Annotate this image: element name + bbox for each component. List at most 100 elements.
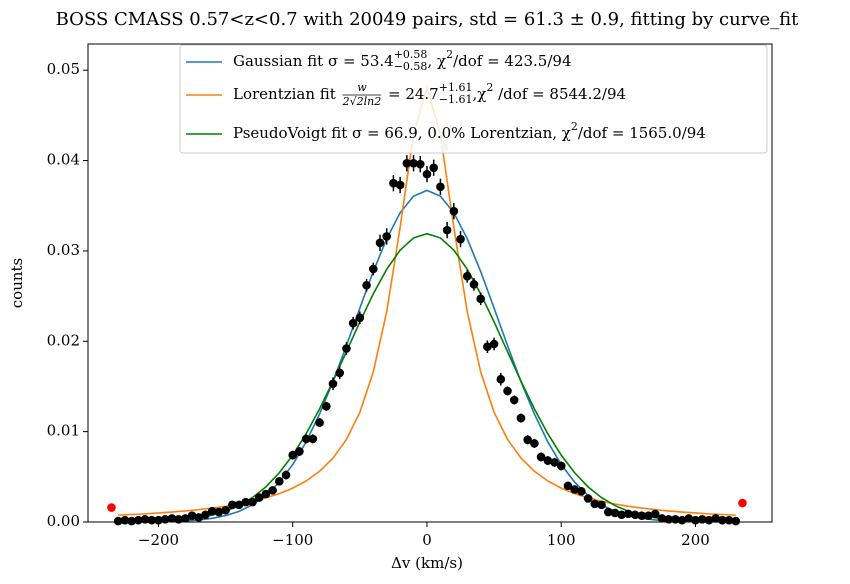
y-tick-label: 0.03 bbox=[47, 241, 80, 259]
data-point bbox=[718, 515, 727, 525]
data-point bbox=[724, 515, 734, 525]
data-point bbox=[590, 499, 600, 509]
x-tick-label: −200 bbox=[138, 531, 179, 549]
data-point bbox=[415, 159, 425, 169]
legend-superscript: +1.61 bbox=[439, 81, 473, 94]
data-point bbox=[368, 264, 378, 274]
fit-curve bbox=[118, 189, 736, 523]
legend-label: Lorentzian fit bbox=[233, 85, 341, 103]
data-point bbox=[127, 516, 136, 526]
data-point bbox=[254, 493, 264, 502]
x-tick-label: −100 bbox=[272, 531, 313, 549]
data-point bbox=[617, 510, 626, 520]
data-point bbox=[503, 386, 512, 396]
data-point bbox=[113, 516, 123, 526]
chart-title: BOSS CMASS 0.57<z<0.7 with 20049 pairs, … bbox=[56, 9, 799, 30]
data-point bbox=[160, 514, 170, 524]
data-point bbox=[516, 413, 526, 423]
data-point bbox=[234, 500, 244, 510]
data-point bbox=[335, 368, 345, 378]
data-point bbox=[583, 494, 593, 503]
data-point bbox=[691, 515, 700, 525]
data-point bbox=[536, 452, 546, 462]
legend-label: /dof = 1565.0/94 bbox=[578, 124, 706, 142]
data-point bbox=[154, 515, 163, 525]
data-point bbox=[597, 500, 606, 510]
legend-fraction-denominator: 2√2ln2 bbox=[342, 95, 382, 108]
legend-subscript: −1.61 bbox=[439, 93, 473, 106]
legend-label: ,χ bbox=[472, 85, 486, 103]
data-point bbox=[147, 515, 157, 525]
legend-label: = 24.7 bbox=[383, 85, 439, 103]
data-point bbox=[462, 271, 472, 281]
data-point bbox=[174, 514, 183, 524]
data-point bbox=[644, 511, 653, 520]
y-tick-label: 0.01 bbox=[47, 422, 80, 440]
data-point bbox=[167, 514, 177, 523]
data-point bbox=[288, 450, 298, 460]
data-point bbox=[422, 169, 432, 179]
data-point bbox=[624, 509, 633, 519]
data-point bbox=[187, 511, 197, 520]
data-point bbox=[449, 206, 459, 216]
data-point bbox=[637, 511, 647, 520]
data-point bbox=[375, 238, 385, 248]
data-point bbox=[456, 234, 465, 244]
data-point bbox=[248, 497, 257, 507]
data-point bbox=[509, 395, 519, 405]
data-point bbox=[134, 515, 143, 525]
data-point bbox=[543, 456, 553, 465]
data-point bbox=[436, 182, 445, 192]
data-point bbox=[355, 313, 365, 323]
x-axis-label: Δv (km/s) bbox=[391, 554, 463, 572]
legend-label: /dof = 423.5/94 bbox=[453, 52, 571, 70]
data-point bbox=[395, 180, 405, 190]
data-point bbox=[563, 481, 573, 491]
legend-superscript: +0.58 bbox=[394, 48, 428, 61]
data-point bbox=[275, 477, 284, 486]
data-point bbox=[704, 515, 714, 525]
data-point bbox=[120, 515, 130, 525]
y-tick-label: 0.02 bbox=[47, 331, 80, 349]
data-point bbox=[671, 514, 680, 524]
legend-subscript: −0.58 bbox=[394, 60, 428, 73]
legend-label: PseudoVoigt fit σ = 66.9, 0.0% Lorentzia… bbox=[233, 124, 571, 142]
legend-label: /dof = 8544.2/94 bbox=[493, 85, 626, 103]
data-point bbox=[207, 506, 217, 516]
data-point bbox=[140, 514, 150, 524]
data-point bbox=[241, 497, 251, 507]
data-point bbox=[711, 514, 720, 523]
data-point bbox=[181, 514, 190, 523]
data-point bbox=[630, 510, 640, 520]
data-point bbox=[362, 280, 371, 290]
y-tick-label: 0.00 bbox=[47, 512, 80, 530]
data-point bbox=[489, 339, 499, 349]
data-point bbox=[476, 294, 485, 304]
data-point bbox=[315, 418, 324, 427]
data-point bbox=[523, 435, 532, 445]
data-point bbox=[530, 439, 539, 448]
data-point bbox=[550, 458, 559, 467]
y-tick-label: 0.05 bbox=[47, 60, 80, 78]
data-point bbox=[221, 505, 230, 515]
data-point bbox=[402, 158, 412, 168]
x-tick-label: 200 bbox=[681, 531, 710, 549]
outlier-point bbox=[738, 498, 747, 508]
legend-fraction-numerator: w bbox=[357, 81, 367, 94]
data-point bbox=[261, 489, 271, 499]
data-point bbox=[603, 507, 613, 517]
data-point bbox=[295, 447, 304, 456]
data-point bbox=[570, 485, 579, 494]
data-point bbox=[684, 514, 694, 523]
data-point bbox=[556, 461, 566, 471]
data-point bbox=[214, 507, 224, 517]
data-point bbox=[268, 486, 277, 495]
legend-superscript: 2 bbox=[486, 81, 493, 94]
data-point bbox=[697, 514, 707, 524]
data-point bbox=[657, 514, 667, 523]
data-point bbox=[731, 516, 741, 526]
legend-label: , χ bbox=[427, 52, 446, 70]
fit-curve bbox=[118, 232, 736, 523]
